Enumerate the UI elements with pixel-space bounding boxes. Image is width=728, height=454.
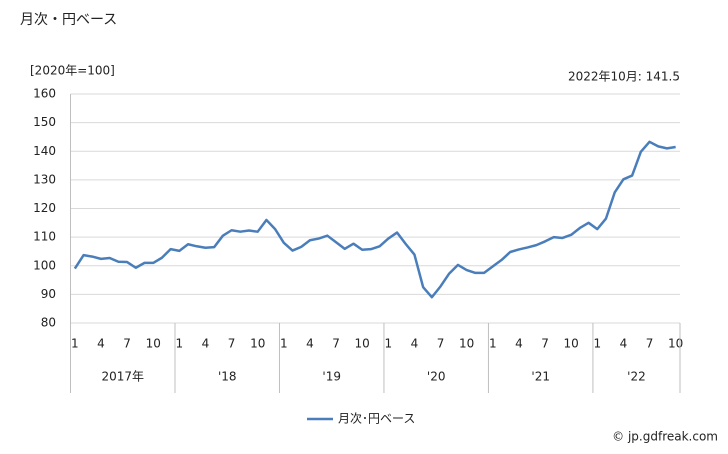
x-tick-label: 7: [646, 337, 654, 351]
x-tick-label: 10: [668, 337, 683, 351]
x-tick-label: 1: [176, 337, 184, 351]
y-tick-label: 150: [33, 115, 56, 129]
x-tick-label: 1: [71, 337, 79, 351]
x-group-label: '21: [531, 370, 550, 384]
y-tick-label: 90: [41, 287, 56, 301]
x-tick-label: 4: [515, 337, 523, 351]
x-group-label: '22: [627, 370, 646, 384]
x-group-label: '18: [218, 370, 237, 384]
x-tick-label: 7: [541, 337, 549, 351]
x-tick-label: 7: [332, 337, 340, 351]
y-tick-label: 160: [33, 87, 56, 101]
copyright: © jp.gdfreak.com: [612, 430, 718, 444]
x-tick-label: 7: [437, 337, 445, 351]
annotation: 2022年10月: 141.5: [568, 70, 680, 84]
x-tick-label: 4: [306, 337, 314, 351]
x-tick-label: 4: [97, 337, 105, 351]
x-tick-label: 4: [620, 337, 628, 351]
x-tick-label: 10: [250, 337, 265, 351]
legend-label: 月次･円ベース: [338, 412, 415, 426]
x-tick-label: 10: [355, 337, 370, 351]
y-unit-label: [2020年=100]: [30, 64, 115, 78]
x-tick-label: 7: [228, 337, 236, 351]
y-tick-label: 120: [33, 201, 56, 215]
data-line: [73, 140, 676, 299]
y-tick-label: 130: [33, 172, 56, 186]
x-tick-label: 4: [202, 337, 210, 351]
y-tick-label: 100: [33, 258, 56, 272]
x-tick-label: 7: [123, 337, 131, 351]
y-tick-label: 110: [33, 230, 56, 244]
x-tick-label: 1: [280, 337, 288, 351]
x-group-label: 2017年: [101, 370, 144, 384]
x-tick-label: 1: [593, 337, 601, 351]
x-tick-label: 4: [411, 337, 419, 351]
x-tick-label: 10: [459, 337, 474, 351]
x-tick-label: 10: [146, 337, 161, 351]
y-tick-label: 80: [41, 316, 56, 330]
y-tick-label: 140: [33, 144, 56, 158]
x-tick-label: 10: [564, 337, 579, 351]
x-tick-label: 1: [384, 337, 392, 351]
x-tick-label: 1: [489, 337, 497, 351]
x-group-label: '20: [427, 370, 446, 384]
chart-title: 月次・円ベース: [20, 12, 117, 28]
x-group-label: '19: [322, 370, 341, 384]
